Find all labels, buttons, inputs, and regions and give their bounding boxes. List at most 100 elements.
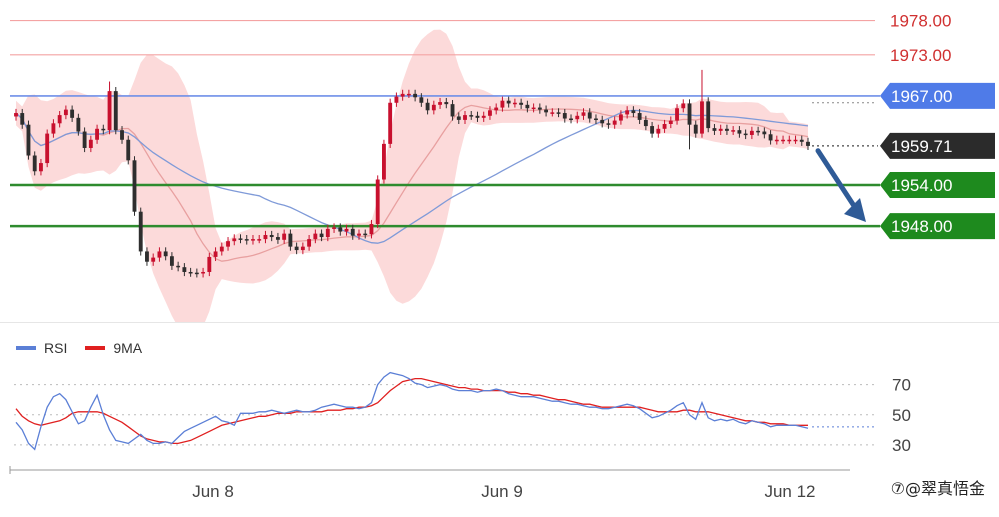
candle-body <box>643 119 648 127</box>
candle <box>57 110 62 128</box>
candle <box>363 229 368 239</box>
candle <box>232 234 237 246</box>
candle <box>706 97 711 133</box>
candle <box>762 127 767 139</box>
level-tag-2 <box>880 82 995 109</box>
candle <box>625 106 630 119</box>
candle <box>251 234 255 245</box>
candle <box>456 112 461 125</box>
candle <box>550 108 555 117</box>
candle-body <box>151 257 156 262</box>
legend-item-9ma: 9MA <box>85 340 142 356</box>
candle-body <box>612 120 617 125</box>
candle <box>226 237 230 251</box>
candle-body <box>799 139 804 142</box>
candle-body <box>51 123 56 134</box>
candle-body <box>494 107 499 111</box>
candle <box>332 223 336 233</box>
candle-body <box>600 119 605 124</box>
candle-body <box>444 102 449 105</box>
candle <box>157 247 162 262</box>
projection-arrow-shaft <box>815 148 861 215</box>
rsi-tick-label-50: 50 <box>892 406 911 425</box>
candle <box>95 124 100 144</box>
candle <box>145 247 149 266</box>
candle <box>749 126 754 140</box>
candle-body <box>569 118 573 121</box>
candle <box>724 124 729 135</box>
candle <box>400 89 405 101</box>
candle-body <box>525 104 530 109</box>
candle <box>731 126 736 135</box>
rsi-tick-label-70: 70 <box>892 376 911 395</box>
candle <box>344 224 349 236</box>
candle <box>612 116 617 129</box>
candle-body <box>338 227 343 232</box>
candle <box>693 120 698 138</box>
candle-body <box>313 233 318 240</box>
candle <box>675 104 679 125</box>
candle-body <box>413 93 418 98</box>
candle-body <box>288 233 293 247</box>
candle <box>556 108 561 118</box>
candle-body <box>718 128 723 131</box>
candle <box>82 127 87 153</box>
level-tag-4 <box>880 213 995 240</box>
candle <box>544 105 549 117</box>
x-tick-label-0: Jun 8 <box>192 482 234 501</box>
candle-body <box>724 128 729 131</box>
candle-body <box>556 112 561 114</box>
candle <box>126 135 131 165</box>
moving-average-fast <box>15 104 809 262</box>
candle <box>132 156 137 216</box>
candle-body <box>213 251 218 257</box>
candle <box>469 110 474 120</box>
candle-body <box>675 108 679 121</box>
candle-body <box>519 102 524 105</box>
candle-body <box>562 113 567 119</box>
legend-swatch-9ma <box>85 346 106 350</box>
candle <box>176 261 181 272</box>
current-price-label: 1959.71 <box>891 137 952 156</box>
candle-body <box>82 131 87 148</box>
candle-body <box>712 128 717 131</box>
candle <box>687 99 692 150</box>
candle <box>357 229 361 240</box>
candle-body <box>756 130 761 133</box>
rsi-line <box>15 371 809 451</box>
candle-body <box>95 128 100 140</box>
candle-body <box>469 115 474 117</box>
candle <box>207 252 212 277</box>
candle <box>431 100 436 115</box>
candle-body <box>132 160 137 212</box>
candle-body <box>687 103 692 125</box>
candle <box>275 232 280 244</box>
candle <box>463 110 467 125</box>
candle <box>569 114 573 124</box>
candle <box>793 135 798 144</box>
candle-body <box>806 141 810 146</box>
candle-body <box>20 113 25 125</box>
candle-body <box>681 103 686 109</box>
candle-body <box>357 233 361 236</box>
bollinger-band <box>16 29 808 322</box>
candle <box>257 234 262 244</box>
candle-body <box>257 239 262 241</box>
candle <box>169 252 174 270</box>
candle <box>712 124 717 135</box>
candle-body <box>650 126 655 134</box>
candle <box>406 89 411 98</box>
candle-body <box>793 139 798 142</box>
candle-body <box>219 246 224 252</box>
candle-body <box>388 102 393 144</box>
candle <box>525 100 530 113</box>
candle-body <box>394 96 399 103</box>
candle-body <box>182 267 187 272</box>
candle <box>244 234 249 245</box>
candle <box>382 139 386 184</box>
candle <box>325 224 330 242</box>
candle-body <box>244 239 249 241</box>
candle-body <box>662 124 667 129</box>
candle-body <box>700 101 704 134</box>
candle-body <box>113 91 118 131</box>
